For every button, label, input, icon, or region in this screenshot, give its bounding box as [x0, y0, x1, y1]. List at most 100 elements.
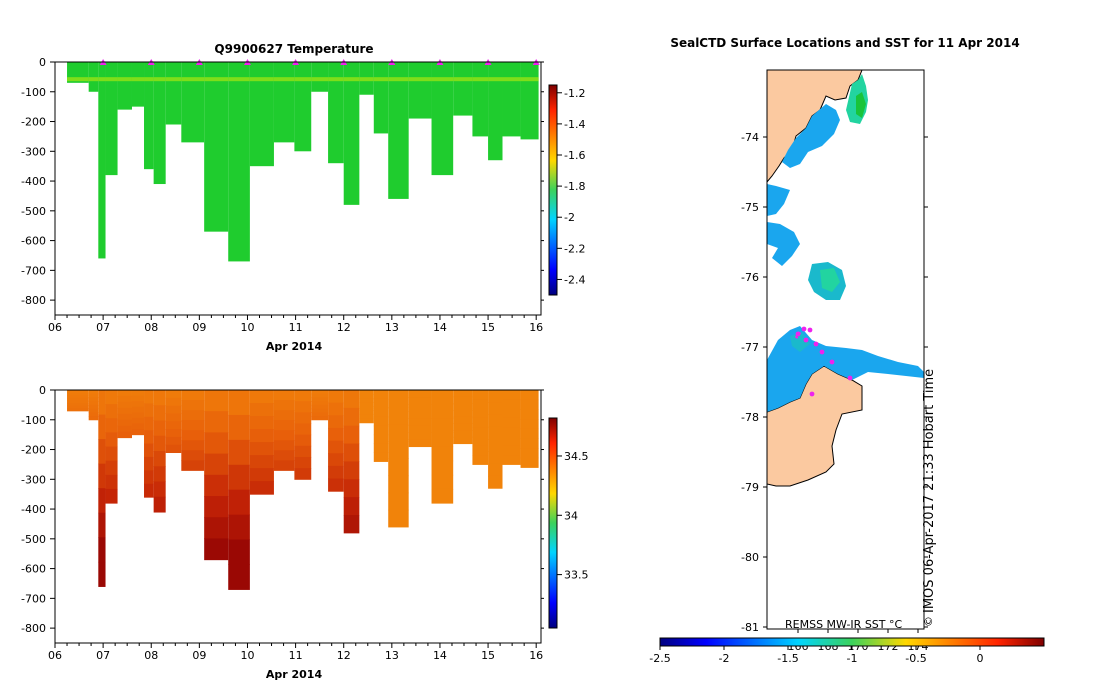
- salinity-cell: [453, 416, 473, 424]
- temperature-cell: [472, 62, 489, 137]
- y-tick-label: -300: [21, 145, 46, 158]
- y-tick-label: -400: [21, 503, 46, 516]
- salinity-cell: [249, 481, 274, 495]
- salinity-cell: [502, 390, 521, 400]
- imos-credit: IMOS 06-Apr-2017 21:33 Hobart Time: [922, 369, 937, 613]
- salinity-plot-frame: [54, 389, 542, 644]
- temperature-cell: [117, 62, 132, 110]
- salinity-cell: [153, 451, 166, 467]
- salinity-cell: [67, 397, 89, 401]
- x-tick-label: 15: [481, 321, 495, 334]
- salinity-cell: [472, 408, 489, 419]
- salinity-cell: [520, 419, 539, 430]
- salinity-cell: [328, 440, 344, 454]
- salinity-cell: [98, 488, 106, 514]
- y-tick-label: -100: [21, 86, 46, 99]
- salinity-cell: [273, 410, 295, 421]
- salinity-cell: [105, 418, 118, 433]
- salinity-cell: [105, 432, 118, 448]
- temperature-warm-layer: [228, 77, 250, 82]
- salinity-cell: [131, 429, 145, 436]
- salinity-cell: [144, 403, 154, 418]
- salinity-cell: [204, 390, 229, 412]
- temperature-cell: [343, 62, 360, 205]
- seal-position-dot: [807, 327, 813, 333]
- salinity-cell: [408, 418, 432, 426]
- salinity-cell: [144, 390, 154, 404]
- lat-tick-label: -81: [741, 621, 759, 634]
- salinity-cell: [488, 414, 503, 428]
- sst-map: SealCTD Surface Locations and SST for 11…: [649, 36, 1045, 665]
- salinity-cell: [105, 460, 118, 476]
- salinity-cell: [98, 439, 106, 465]
- x-tick-label: 07: [96, 321, 110, 334]
- salinity-cell: [373, 390, 389, 400]
- salinity-cell: [520, 438, 539, 449]
- salinity-x-axis-label: Apr 2014: [266, 668, 323, 681]
- temperature-cell: [228, 62, 250, 262]
- salinity-cell: [153, 420, 166, 437]
- salinity-cell: [131, 401, 145, 408]
- salinity-cell: [273, 390, 295, 401]
- salinity-cell: [204, 453, 229, 476]
- salinity-cell: [249, 390, 274, 404]
- temperature-warm-layer: [88, 77, 99, 82]
- salinity-cell: [165, 429, 182, 438]
- salinity-cell: [117, 390, 132, 397]
- salinity-cell: [488, 451, 503, 465]
- salinity-cell: [67, 390, 89, 394]
- salinity-cell: [328, 402, 344, 416]
- salinity-cell: [228, 464, 250, 491]
- x-tick-label: 14: [433, 321, 447, 334]
- salinity-cell: [502, 408, 521, 419]
- temperature-cell: [311, 62, 329, 92]
- salinity-cell: [67, 395, 89, 399]
- x-tick-label: 12: [337, 649, 351, 662]
- temperature-cell: [98, 62, 106, 259]
- salinity-cell: [98, 390, 106, 416]
- salinity-cell: [520, 409, 539, 420]
- temperature-cell: [453, 62, 473, 116]
- y-tick-label: -800: [21, 622, 46, 635]
- salinity-cell: [88, 408, 99, 413]
- salinity-section-plot: 0 -100 -200 -300 -400 -500 -600 -700 -800 06 07 08…: [21, 384, 588, 681]
- salinity-cell: [388, 492, 409, 511]
- salinity-cell: [204, 411, 229, 433]
- salinity-cell: [181, 440, 205, 451]
- salinity-cell: [311, 393, 329, 398]
- salinity-cell: [181, 400, 205, 411]
- temperature-warm-layer: [105, 77, 118, 82]
- salinity-cell: [204, 517, 229, 539]
- temperature-warm-layer: [311, 77, 329, 82]
- y-tick-label: -200: [21, 444, 46, 457]
- salinity-cell: [359, 414, 374, 420]
- temperature-cell: [502, 62, 521, 137]
- salinity-y-axis: 0 -100 -200 -300 -400 -500 -600 -700 -800: [21, 384, 544, 635]
- salinity-cell: [181, 460, 205, 471]
- salinity-cell: [388, 441, 409, 459]
- salinity-cell: [294, 412, 312, 424]
- y-tick-label: -500: [21, 205, 46, 218]
- salinity-cell: [502, 399, 521, 410]
- salinity-cell: [343, 443, 360, 462]
- salinity-cell: [488, 475, 503, 489]
- salinity-cell: [273, 460, 295, 471]
- temperature-cell: [204, 62, 229, 232]
- sst-colorbar-tick-label: -1.5: [777, 652, 798, 665]
- y-tick-label: -500: [21, 533, 46, 546]
- temperature-y-axis: 0 -100 -200 -300 -400 -500 -600 -700 -800: [21, 56, 544, 307]
- temperature-cell: [88, 62, 99, 92]
- x-tick-label: 10: [240, 649, 254, 662]
- temperature-plot-frame: [54, 61, 542, 316]
- temperature-cell: [144, 62, 154, 170]
- temperature-colorbar-ticks: -1.2 -1.4 -1.6 -1.8 -2 -2.2 -2.4: [557, 87, 585, 286]
- salinity-cell: [131, 412, 145, 419]
- salinity-cell: [98, 561, 106, 587]
- salinity-colorbar-ticks: 34.5 34 33.5: [557, 450, 589, 582]
- salinity-cell: [453, 396, 473, 404]
- salinity-cell: [144, 416, 154, 431]
- salinity-cell: [488, 439, 503, 452]
- salinity-cell: [67, 405, 89, 409]
- temperature-warm-layer: [520, 77, 539, 82]
- salinity-cell: [67, 403, 89, 407]
